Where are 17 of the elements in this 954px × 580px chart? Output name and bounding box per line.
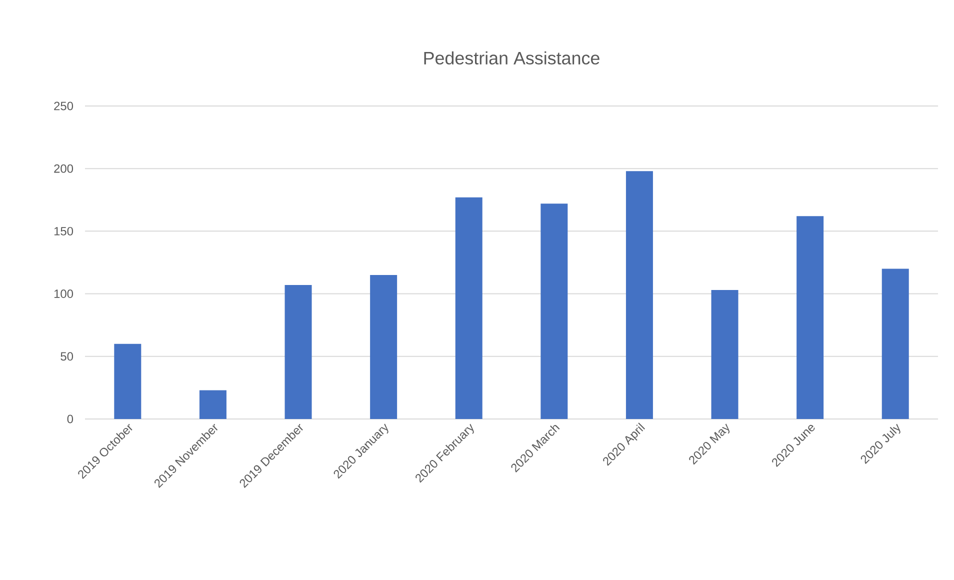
bar	[882, 268, 909, 419]
bar	[114, 344, 142, 419]
chart-title: Pedestrian Assistance	[424, 51, 600, 64]
y-tick-label: 250	[54, 102, 74, 110]
bar	[796, 216, 824, 419]
bar	[540, 204, 568, 419]
bar	[370, 275, 398, 419]
bar	[199, 390, 226, 419]
bar	[284, 285, 312, 419]
y-tick-label: 0	[67, 414, 74, 424]
y-tick-label: 50	[60, 352, 74, 361]
bar	[455, 197, 482, 419]
bar	[626, 171, 653, 419]
y-tick-label: 100	[54, 290, 74, 298]
y-tick-label: 150	[54, 226, 74, 236]
bar	[711, 290, 738, 419]
y-tick-label: 200	[54, 164, 74, 173]
